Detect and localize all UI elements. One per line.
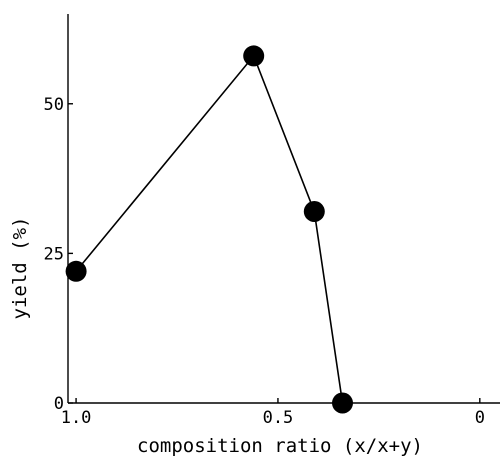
- data-point: [65, 260, 87, 282]
- x-axis-label: composition ratio (x/x+y): [137, 435, 423, 457]
- data-point: [303, 201, 325, 222]
- ticks: 0 25 50 1.0 0.5 0: [44, 95, 485, 428]
- y-tick-label: 50: [44, 95, 64, 115]
- axes: [67, 14, 500, 404]
- x-tick-label: 1.0: [61, 408, 92, 428]
- y-axis-label: yield (%): [9, 217, 31, 320]
- data-point: [332, 392, 353, 414]
- series-line: [75, 54, 344, 404]
- y-tick-label: 0: [54, 394, 64, 414]
- y-tick-label: 25: [44, 244, 64, 264]
- x-tick-label: 0: [475, 408, 485, 428]
- series: [65, 45, 353, 414]
- x-tick-label: 0.5: [263, 408, 294, 428]
- data-point: [243, 45, 265, 67]
